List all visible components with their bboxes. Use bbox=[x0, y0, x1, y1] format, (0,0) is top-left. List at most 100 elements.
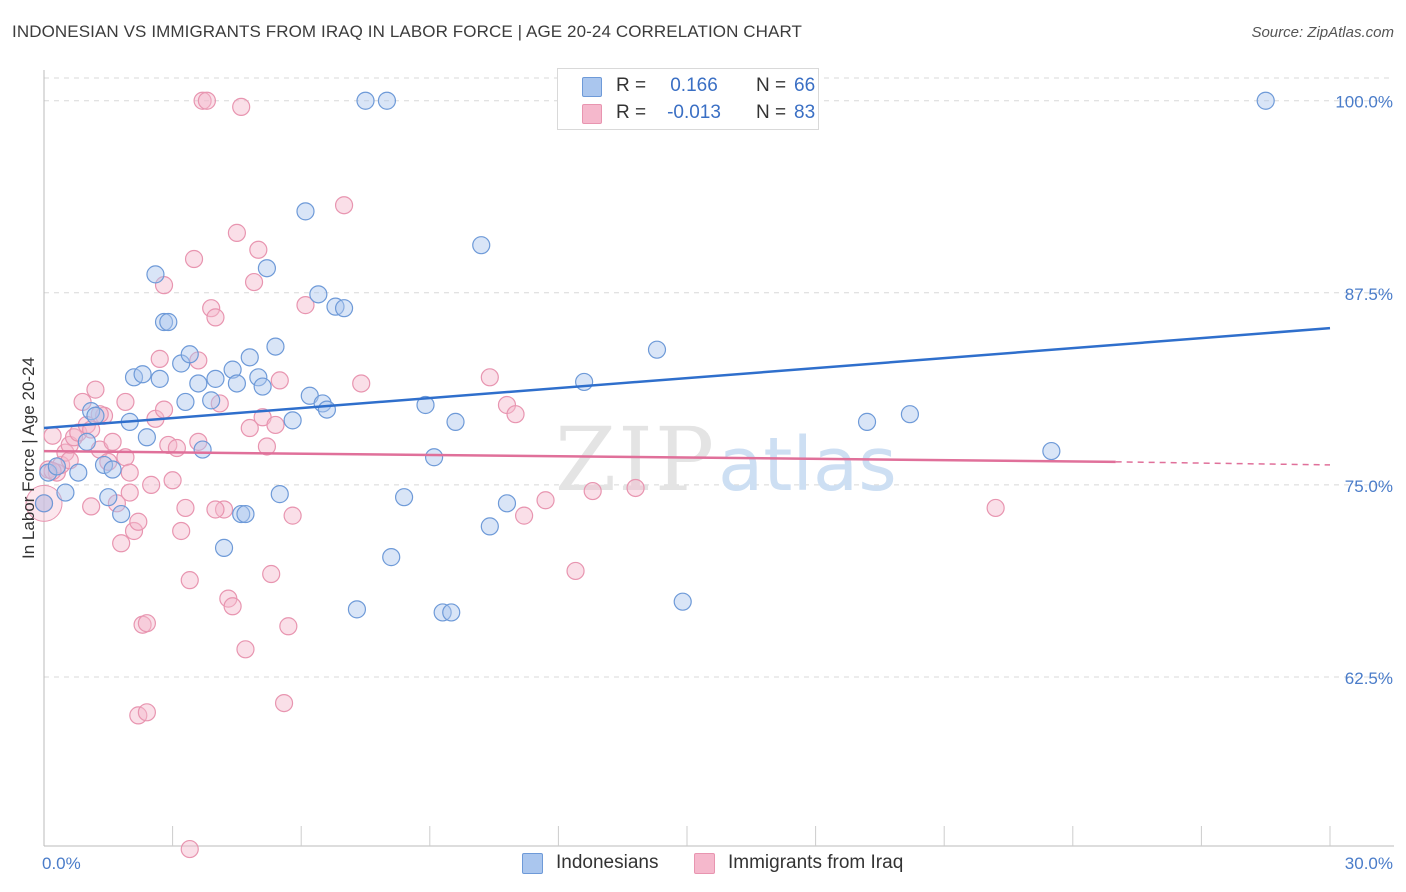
iraq-point bbox=[206, 308, 225, 327]
indonesian-point bbox=[159, 312, 178, 332]
bottom-legend-label: Indonesians bbox=[556, 852, 659, 873]
indonesian-point bbox=[394, 488, 414, 507]
iraq-point bbox=[334, 196, 354, 215]
indonesian-point bbox=[317, 400, 337, 419]
iraq-point bbox=[270, 371, 289, 390]
legend-r-value: 0.166 bbox=[670, 75, 718, 96]
indonesian-point bbox=[416, 395, 435, 415]
indonesian-point bbox=[189, 374, 208, 393]
iraq-cluster-point bbox=[25, 484, 63, 522]
indonesian-point bbox=[382, 548, 401, 567]
indonesian-point bbox=[249, 368, 268, 387]
indonesian-point bbox=[77, 432, 96, 451]
indonesian-point bbox=[176, 392, 195, 412]
y-tick-label: 100.0% bbox=[1335, 93, 1393, 112]
indonesian-point bbox=[86, 406, 105, 425]
iraq-point bbox=[249, 240, 268, 259]
indonesian-point bbox=[334, 299, 354, 318]
iraq-point bbox=[506, 405, 525, 424]
indonesian-point bbox=[673, 592, 692, 611]
iraq-point bbox=[480, 368, 499, 387]
indonesian-point bbox=[34, 494, 54, 513]
indonesian-point bbox=[202, 391, 221, 410]
iraq-point bbox=[112, 534, 131, 553]
x-tick-label: 30.0% bbox=[1345, 854, 1393, 873]
iraq-point bbox=[197, 91, 216, 110]
indonesian-point bbox=[112, 504, 131, 524]
indonesian-point bbox=[446, 412, 465, 431]
indonesian-point bbox=[347, 600, 367, 619]
legend-n-value: 83 bbox=[794, 102, 816, 123]
iraq-point bbox=[137, 614, 156, 633]
iraq-point bbox=[257, 437, 277, 456]
iraq-point bbox=[124, 521, 144, 541]
indonesian-point bbox=[206, 369, 225, 388]
indonesian-point bbox=[193, 440, 212, 459]
iraq-point bbox=[116, 392, 135, 412]
indonesian-points bbox=[34, 91, 1275, 622]
indonesian-point bbox=[647, 340, 667, 359]
indonesian-point bbox=[133, 365, 152, 384]
iraq-trend-line bbox=[43, 449, 1116, 464]
iraq-point bbox=[129, 512, 148, 531]
indonesian-point bbox=[223, 360, 242, 379]
iraq-point bbox=[202, 299, 221, 318]
indonesian-point bbox=[154, 312, 174, 332]
iraq-point bbox=[184, 249, 204, 269]
iraq-point bbox=[515, 506, 534, 525]
iraq-point bbox=[43, 426, 62, 445]
indonesian-point bbox=[236, 504, 255, 524]
indonesian-point bbox=[900, 405, 920, 424]
indonesian-point bbox=[857, 412, 877, 431]
iraq-point bbox=[206, 500, 225, 519]
iraq-point bbox=[120, 463, 139, 482]
legend-r-label: R = bbox=[616, 75, 647, 96]
legend-n-value: 66 bbox=[794, 75, 816, 96]
indonesian-point bbox=[497, 494, 517, 513]
legend-r-value: -0.013 bbox=[667, 102, 721, 123]
indonesian-point bbox=[575, 372, 594, 392]
iraq-point bbox=[103, 432, 122, 451]
source-credit: Source: ZipAtlas.com bbox=[1251, 24, 1394, 41]
indonesian-trend-line bbox=[43, 326, 1331, 430]
iraq-point bbox=[154, 400, 174, 419]
indonesian-point bbox=[150, 369, 169, 388]
iraq-point bbox=[279, 617, 298, 636]
indonesian-point bbox=[240, 348, 259, 367]
iraq-point bbox=[274, 693, 294, 713]
indonesian-point bbox=[137, 428, 156, 447]
iraq-point bbox=[86, 380, 105, 399]
indonesian-point bbox=[356, 91, 375, 110]
iraq-point bbox=[176, 498, 195, 518]
iraq-point bbox=[167, 438, 186, 458]
indonesian-point bbox=[47, 457, 66, 476]
legend-r-label: R = bbox=[616, 102, 647, 123]
iraq-point bbox=[163, 471, 182, 490]
indonesian-point bbox=[103, 460, 122, 479]
iraq-point bbox=[986, 498, 1005, 518]
iraq-point bbox=[240, 418, 259, 438]
bottom-legend-swatch-indonesians bbox=[522, 853, 543, 874]
iraq-point bbox=[227, 223, 246, 242]
iraq-point bbox=[120, 483, 139, 502]
bottom-legend-swatch-iraq bbox=[694, 853, 715, 874]
indonesian-point bbox=[472, 236, 491, 255]
iraq-point bbox=[296, 296, 315, 315]
iraq-point bbox=[352, 374, 371, 393]
indonesian-point bbox=[424, 448, 444, 467]
watermark-atlas: atlas bbox=[718, 422, 897, 508]
indonesian-point bbox=[56, 483, 75, 502]
indonesian-point bbox=[283, 411, 302, 430]
indonesian-point bbox=[214, 538, 234, 557]
legend-swatch-indonesians bbox=[582, 77, 602, 97]
indonesian-point bbox=[232, 504, 251, 524]
watermark: ZIP atlas bbox=[555, 408, 897, 511]
iraq-point bbox=[626, 478, 645, 498]
iraq-point bbox=[82, 497, 101, 516]
indonesian-point bbox=[1042, 441, 1061, 461]
legend-swatch-iraq bbox=[582, 104, 602, 124]
iraq-point bbox=[137, 703, 156, 722]
iraq-point bbox=[244, 272, 264, 292]
tick-labels: 100.0% 87.5% 75.0% 62.5% 0.0% 30.0% In Labor F… bbox=[19, 93, 1393, 873]
iraq-point bbox=[193, 91, 212, 110]
